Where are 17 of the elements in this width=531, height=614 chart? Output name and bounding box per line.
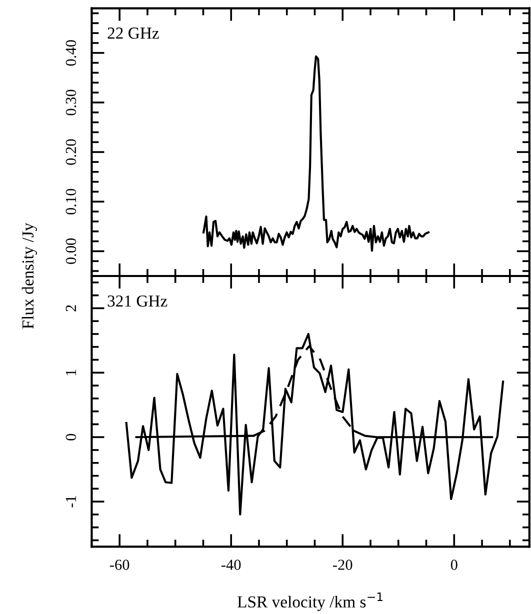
y-axis-title: Flux density /Jy bbox=[22, 222, 37, 329]
y-tick-label: 0.20 bbox=[66, 139, 76, 165]
annotation: 22 GHz bbox=[108, 28, 159, 39]
x-tick-label: 0 bbox=[450, 560, 458, 570]
annotation: 321 GHz bbox=[108, 295, 168, 307]
y-tick-label: 2 bbox=[66, 305, 76, 312]
y-tick-label: 0.10 bbox=[66, 188, 76, 214]
y-tick-label: 0.30 bbox=[66, 90, 76, 116]
x-axis-title: LSR velocity /km s$^{−1}$ bbox=[238, 592, 382, 611]
y-tick-label: 1 bbox=[66, 370, 76, 376]
y-tick-label: 0.00 bbox=[66, 238, 76, 264]
x-tick-label: -60 bbox=[110, 560, 130, 570]
y-tick-label: 0.40 bbox=[66, 40, 76, 66]
y-tick-label: 0 bbox=[66, 434, 76, 440]
y-tick-label: -1 bbox=[66, 496, 76, 508]
x-tick-label: -40 bbox=[221, 560, 241, 570]
x-tick-label: -20 bbox=[333, 560, 352, 570]
